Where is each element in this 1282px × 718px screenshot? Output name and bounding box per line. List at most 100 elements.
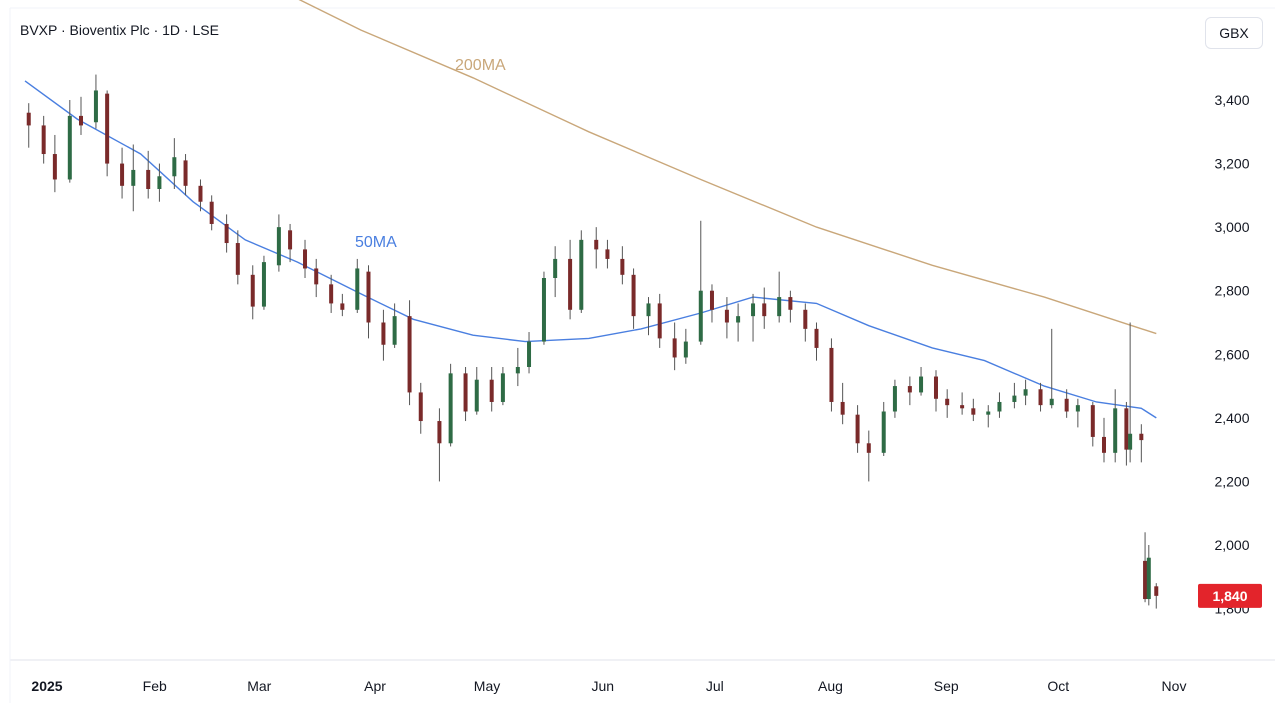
candle-body [448,373,453,444]
candle-body [724,309,729,323]
candle-body [579,239,584,310]
candle [381,309,386,361]
candle [971,398,976,422]
y-tick-label: 3,400 [1214,92,1249,108]
candle [1064,389,1069,418]
y-tick-label: 2,400 [1214,410,1249,426]
candle [340,293,345,317]
candle [1090,401,1095,447]
candle [907,376,912,406]
candle-body [1075,405,1080,412]
candle [288,223,293,263]
candle-body [209,201,214,224]
candle-body [500,373,505,402]
candle [945,389,950,418]
candle [303,239,308,278]
candle [250,265,255,320]
chart-title: BVXP · Bioventix Plc · 1D · LSE [20,22,219,38]
candle-body [52,154,57,180]
candle [579,230,584,313]
candle-body [250,274,255,307]
ma-line-50ma [24,80,1157,419]
candle [814,322,819,361]
x-tick-label: Aug [818,678,843,694]
candle-body [1101,436,1106,453]
candle [777,271,782,323]
candle-body [919,376,924,393]
candle [1146,545,1151,606]
candle-body [93,90,98,123]
candle-body [314,268,319,285]
y-tick-label: 2,800 [1214,283,1249,299]
candle-body [568,258,573,310]
candle [105,90,110,177]
ma-label-50ma: 50MA [355,234,397,251]
candle [866,430,871,482]
candle [437,408,442,482]
candle-body [1064,398,1069,412]
candle-body [672,338,677,358]
candle-body [709,290,714,310]
y-tick-label: 2,200 [1214,473,1249,489]
candle-body [276,227,281,266]
candle-body [261,262,266,307]
candle-body [407,316,412,393]
candle [997,392,1002,418]
candle-body [751,303,756,317]
candle [594,227,599,269]
candle-body [814,328,819,348]
candle-body [1139,433,1144,441]
candle [620,246,625,285]
candle [52,134,57,193]
candle [463,367,468,422]
candle-body [1124,408,1129,450]
candle [172,138,177,189]
grid [9,7,1275,703]
candle-body [1113,408,1118,453]
candle-body [355,268,360,310]
x-tick-label: Apr [364,678,386,694]
last-price-label: 1,840 [1212,588,1247,604]
candle-body [777,297,782,317]
candle [527,332,532,374]
candle-body [1146,557,1151,600]
candle [881,401,886,456]
candle-body [26,112,31,126]
candle-body [945,398,950,406]
candle-body [605,249,610,259]
candle-body [489,379,494,402]
last-price-marker: 1,840 [1198,583,1262,608]
candle [541,271,546,345]
candle [1012,382,1017,409]
candle-body [1038,389,1043,406]
candle-body [41,125,46,155]
candle-body [146,169,151,189]
y-tick-label: 2,000 [1214,537,1249,553]
candle-body [474,379,479,412]
candle-body [463,373,468,412]
candle-body [960,405,965,409]
candle [840,382,845,425]
candle [933,370,938,412]
candle-body [933,376,938,399]
x-tick-label: Nov [1162,678,1187,694]
currency-button[interactable]: GBX [1205,17,1263,49]
candle [736,303,741,342]
x-tick-label: Jul [706,678,724,694]
candle [515,347,520,387]
candle-body [183,160,188,186]
candle-body [881,411,886,453]
y-axis: 3,400 3,200 3,000 2,800 2,600 2,400 2,200 2,000… [1214,92,1249,617]
candle-body [803,309,808,329]
candle [698,220,703,345]
candle [683,328,688,364]
candle [93,74,98,129]
candle [1128,322,1133,463]
candle-body [646,303,651,317]
candle-body [986,411,991,415]
candle [131,144,136,212]
ma-label-200ma: 200MA [455,57,506,74]
candle [41,115,46,164]
